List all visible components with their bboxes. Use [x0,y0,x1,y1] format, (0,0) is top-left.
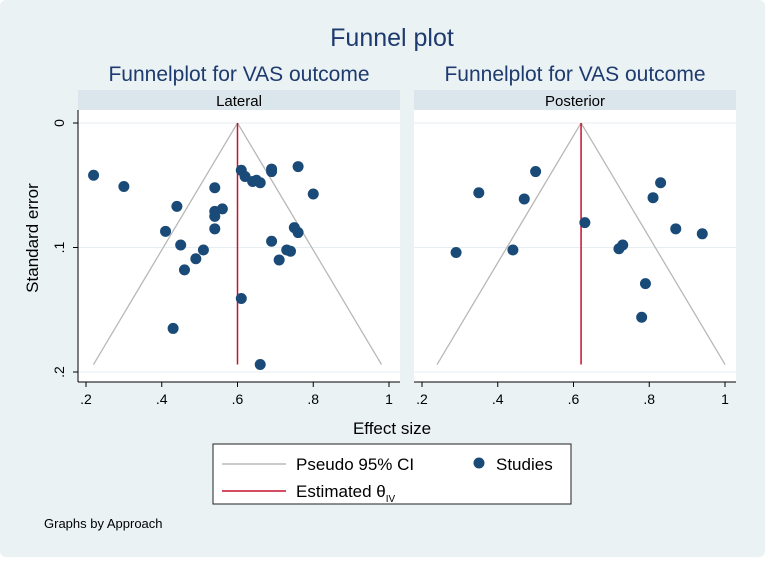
study-point [197,244,209,256]
graphs-by-note: Graphs by Approach [44,516,163,531]
study-point [655,177,667,189]
study-point [209,182,221,194]
study-point [266,235,278,247]
x-tick-label: .4 [492,391,504,407]
ci-line-right [580,122,726,365]
panel-title: Funnelplot for VAS outcome [108,63,369,86]
study-point [696,228,708,240]
panel-strip-label: Posterior [545,93,605,110]
study-point [617,239,629,251]
x-tick-label: 1 [721,391,729,407]
study-point [178,264,190,276]
study-point [292,227,304,239]
study-point [285,245,297,257]
study-point [175,239,187,251]
study-point [636,311,648,323]
study-point [639,278,651,290]
study-point [190,253,202,265]
x-tick-label: .4 [156,391,168,407]
panel-title: Funnelplot for VAS outcome [444,63,705,86]
study-point [450,246,462,258]
study-point [167,322,179,334]
study-point [530,166,542,178]
panel-strip-label: Lateral [216,93,262,110]
study-point [647,192,659,204]
study-point [160,225,172,237]
ci-line-left [92,122,239,365]
y-tick-label: .2 [51,366,67,378]
x-tick-label: .6 [232,391,244,407]
y-tick-label: 0 [51,119,67,127]
study-point [209,210,221,222]
study-point [118,180,130,192]
study-point [209,223,221,235]
legend: Pseudo 95% CI Studies Estimated θIV [212,443,572,505]
y-tick-label: .1 [51,241,67,253]
study-point [266,166,278,178]
plot-area [78,110,400,382]
legend-estimate-text: Estimated θIV [296,482,396,505]
legend-estimate-label: Estimated θ [296,482,386,501]
study-point [235,293,247,305]
panel-lateral: Funnelplot for VAS outcome Lateral .2 .4 .6.… [51,63,400,407]
plot-area [414,110,736,382]
legend-ci-label: Pseudo 95% CI [296,455,414,474]
study-point [254,359,266,371]
x-tick-label: .8 [643,391,655,407]
study-point [518,193,530,205]
x-tick-label: .2 [416,391,428,407]
legend-studies-label: Studies [496,455,553,474]
panel-posterior: Funnelplot for VAS outcome Posterior .2 .4.… [414,63,736,407]
panel-strip [78,90,400,110]
panel-strip [414,90,736,110]
study-point [307,188,319,200]
study-point [670,223,682,235]
study-point [292,161,304,173]
x-tick-label: .6 [568,391,580,407]
study-point [273,254,285,266]
study-point [88,169,100,181]
study-point [254,177,266,189]
legend-studies-marker [473,457,485,469]
study-point [579,217,591,229]
x-tick-label: .8 [307,391,319,407]
y-axis-label: Standard error [23,183,42,293]
x-tick-label: .2 [80,391,92,407]
x-axis-label: Effect size [353,419,431,438]
study-point [507,244,519,256]
figure-title: Funnel plot [330,24,454,52]
x-tick-label: 1 [385,391,393,407]
legend-estimate-subscript: IV [386,494,396,505]
study-point [473,187,485,199]
ci-line-right [236,122,383,365]
legend-box [212,443,572,505]
ci-line-left [436,122,582,365]
study-point [216,203,228,215]
study-point [171,200,183,212]
